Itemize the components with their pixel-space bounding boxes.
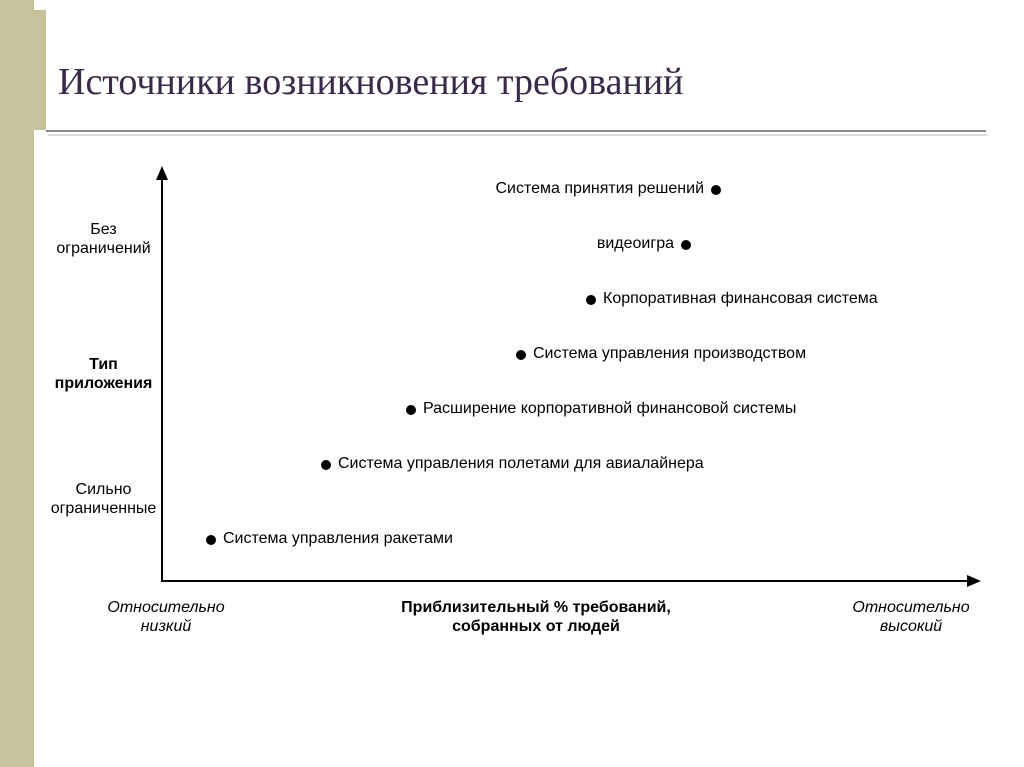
data-point-label: Система принятия решений bbox=[496, 180, 705, 198]
y-axis-top-label: Безограничений bbox=[51, 220, 156, 258]
data-point-label: Система управления производством bbox=[533, 345, 806, 363]
data-point bbox=[586, 295, 596, 305]
footer-bullet-icon bbox=[16, 743, 28, 755]
y-axis-arrow-icon bbox=[156, 166, 168, 180]
x-axis-left-label: Относительнонизкий bbox=[86, 598, 246, 636]
data-point bbox=[406, 405, 416, 415]
data-point bbox=[321, 460, 331, 470]
y-axis-label: Типприложения bbox=[51, 355, 156, 393]
y-axis-bottom-label: Сильноограниченные bbox=[46, 480, 161, 518]
top-accent-block bbox=[34, 10, 46, 130]
x-axis bbox=[161, 580, 971, 582]
scatter-chart: Безограничений Типприложения Сильноогранич… bbox=[46, 160, 986, 650]
x-axis-center-label: Приблизительный % требований,собранных о… bbox=[366, 598, 706, 636]
title-underline bbox=[46, 130, 986, 132]
data-point bbox=[516, 350, 526, 360]
slide: Источники возникновения требований Безог… bbox=[0, 0, 1024, 767]
data-point-label: видеоигра bbox=[597, 235, 674, 253]
data-point bbox=[681, 240, 691, 250]
data-point-label: Корпоративная финансовая система bbox=[603, 290, 878, 308]
data-point bbox=[711, 185, 721, 195]
data-point bbox=[206, 535, 216, 545]
left-accent-band bbox=[0, 0, 34, 767]
y-axis bbox=[161, 170, 163, 580]
data-point-label: Система управления полетами для авиалайн… bbox=[338, 455, 704, 473]
slide-title: Источники возникновения требований bbox=[58, 60, 684, 104]
x-axis-right-label: Относительновысокий bbox=[836, 598, 986, 636]
x-axis-arrow-icon bbox=[967, 575, 981, 587]
title-underline-shadow bbox=[48, 134, 988, 136]
data-point-label: Система управления ракетами bbox=[223, 530, 453, 548]
data-point-label: Расширение корпоративной финансовой сист… bbox=[423, 400, 796, 418]
